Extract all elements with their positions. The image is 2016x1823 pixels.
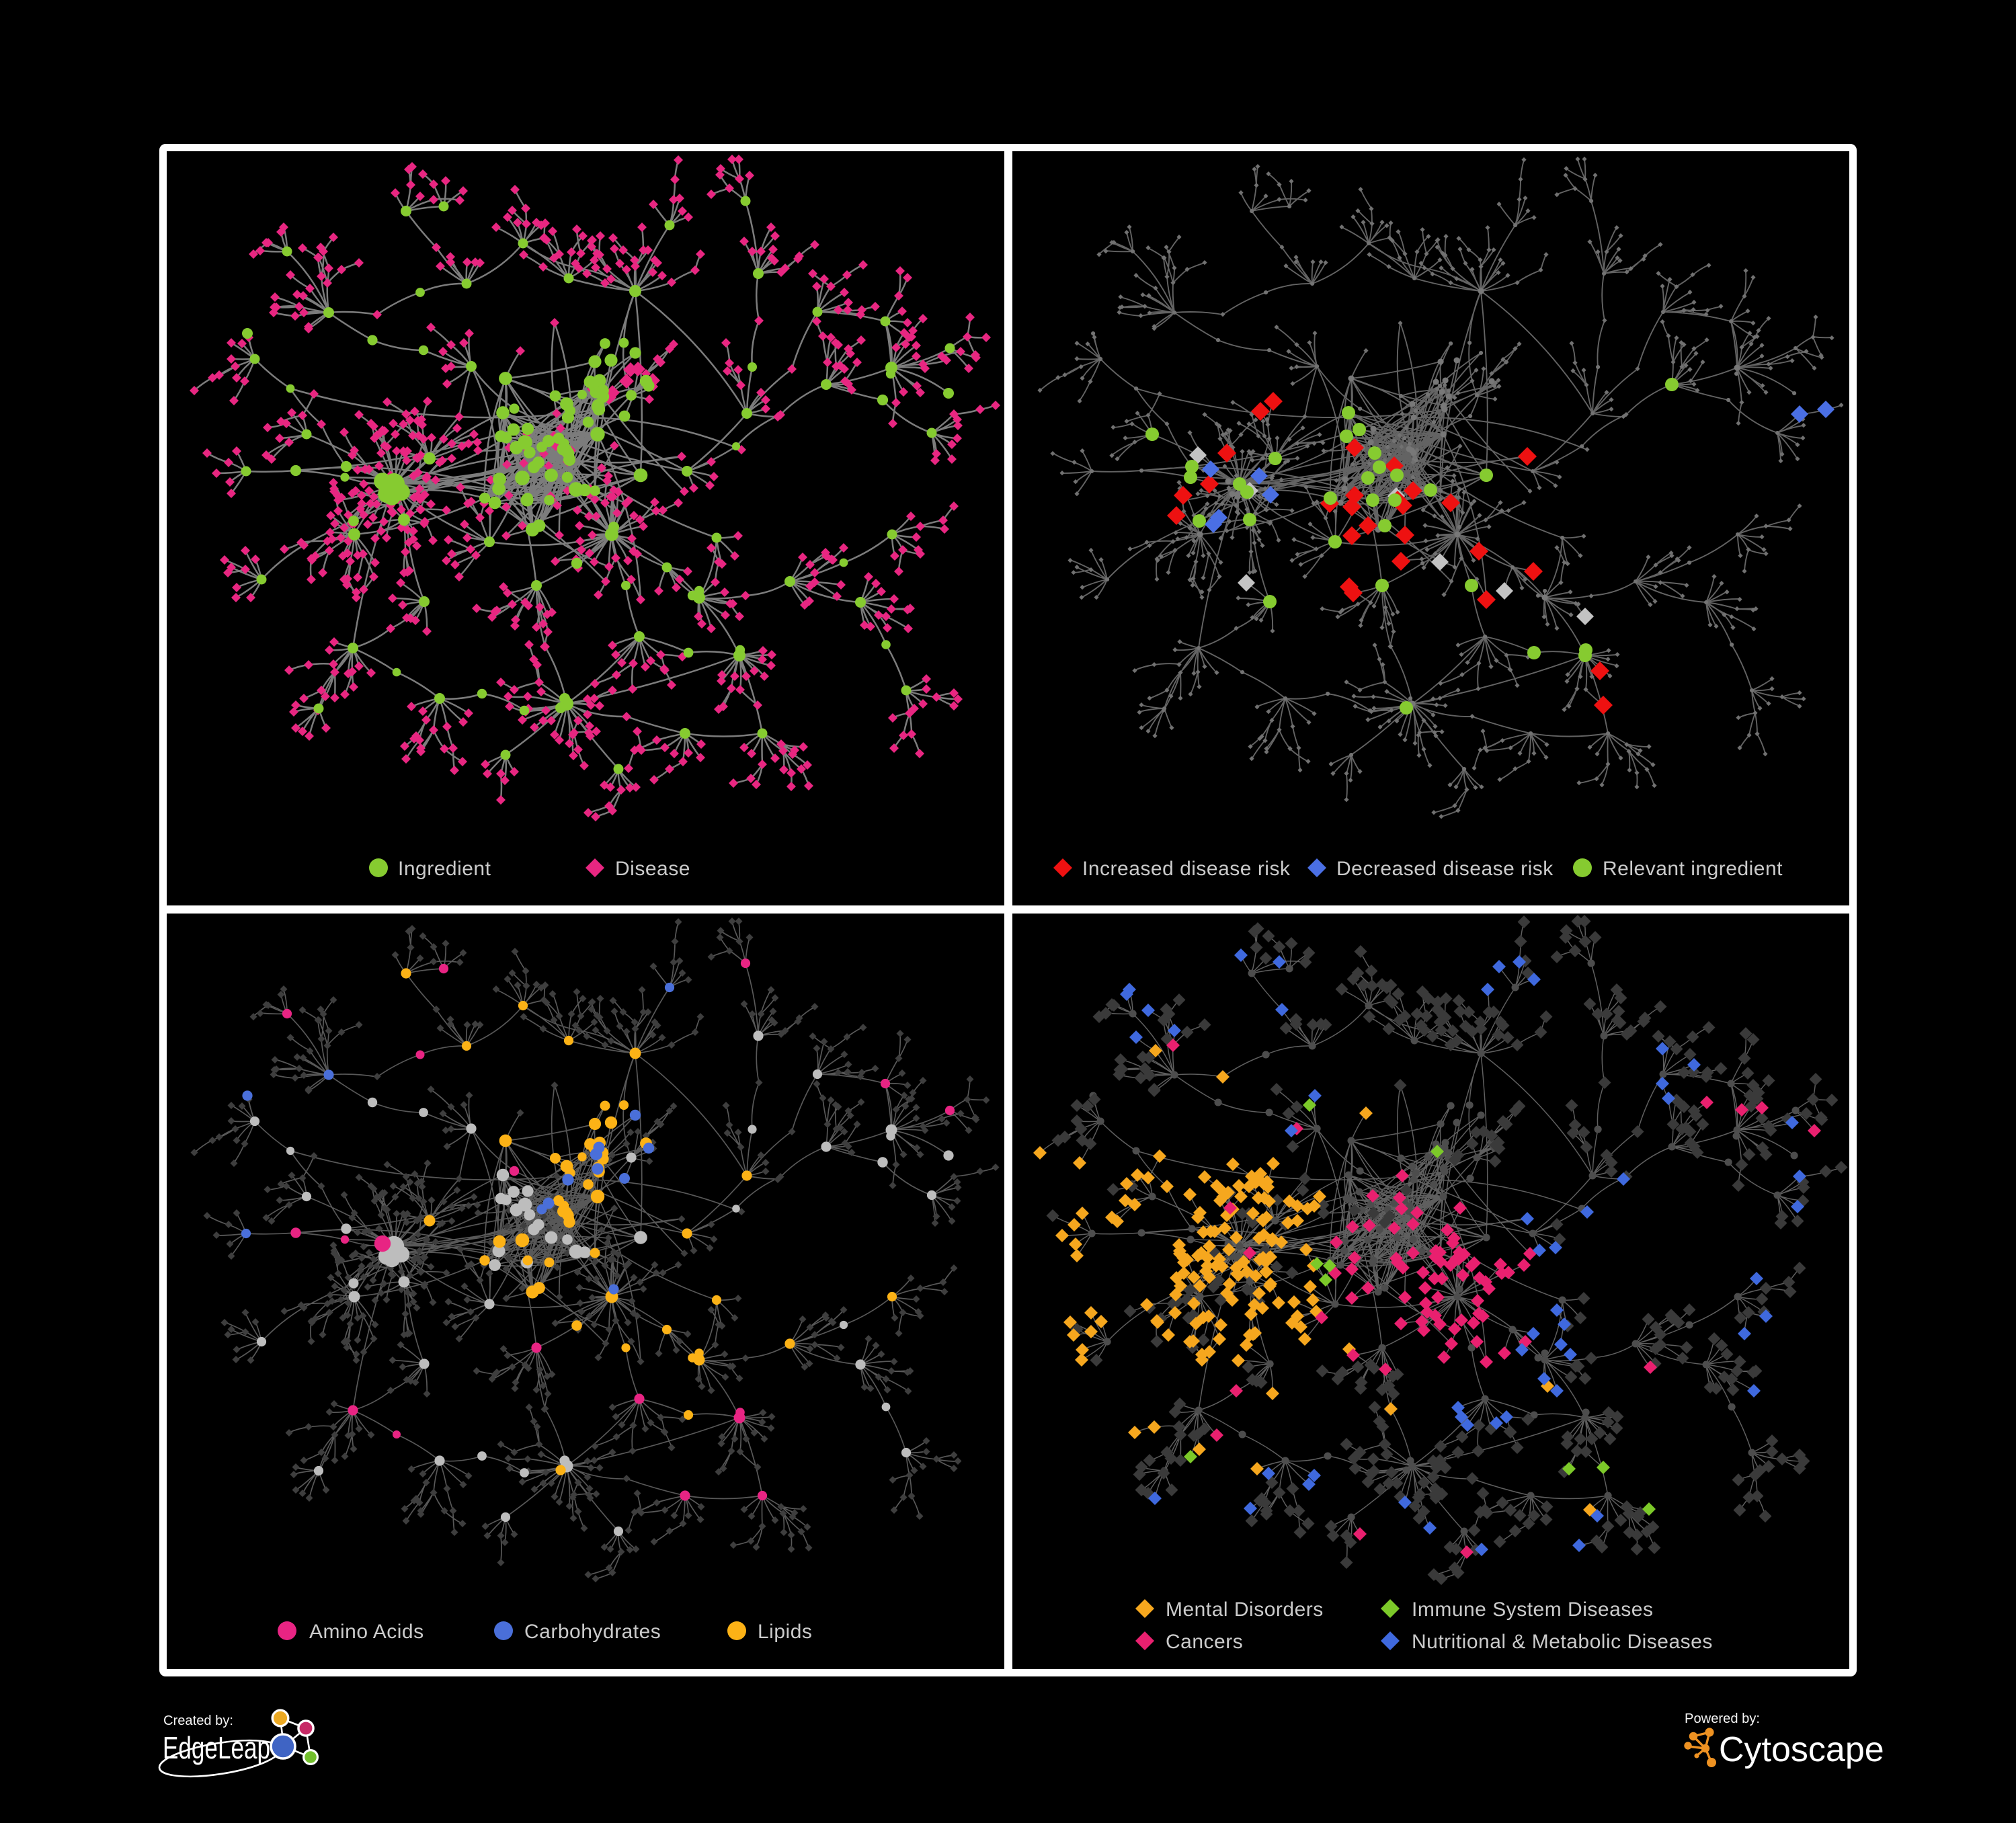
- svg-text:Carbohydrates: Carbohydrates: [524, 1621, 661, 1643]
- svg-text:Powered by:: Powered by:: [1685, 1711, 1760, 1726]
- svg-text:Disease: Disease: [615, 858, 690, 880]
- svg-text:Nutritional & Metabolic Diseas: Nutritional & Metabolic Diseases: [1412, 1631, 1713, 1653]
- svg-text:Decreased disease risk: Decreased disease risk: [1336, 858, 1554, 880]
- svg-text:Cytoscape: Cytoscape: [1719, 1730, 1884, 1769]
- svg-text:Lipids: Lipids: [758, 1621, 812, 1643]
- svg-text:Ingredient: Ingredient: [398, 858, 491, 880]
- svg-text:Increased disease risk: Increased disease risk: [1082, 858, 1291, 880]
- svg-text:Created by:: Created by:: [163, 1713, 233, 1728]
- svg-text:Relevant ingredient: Relevant ingredient: [1603, 858, 1783, 880]
- svg-text:Immune System Diseases: Immune System Diseases: [1412, 1598, 1653, 1621]
- svg-text:Amino Acids: Amino Acids: [309, 1621, 424, 1643]
- svg-text:Cancers: Cancers: [1166, 1631, 1243, 1653]
- svg-text:EdgeLeap: EdgeLeap: [163, 1730, 270, 1765]
- svg-text:Mental Disorders: Mental Disorders: [1166, 1598, 1324, 1621]
